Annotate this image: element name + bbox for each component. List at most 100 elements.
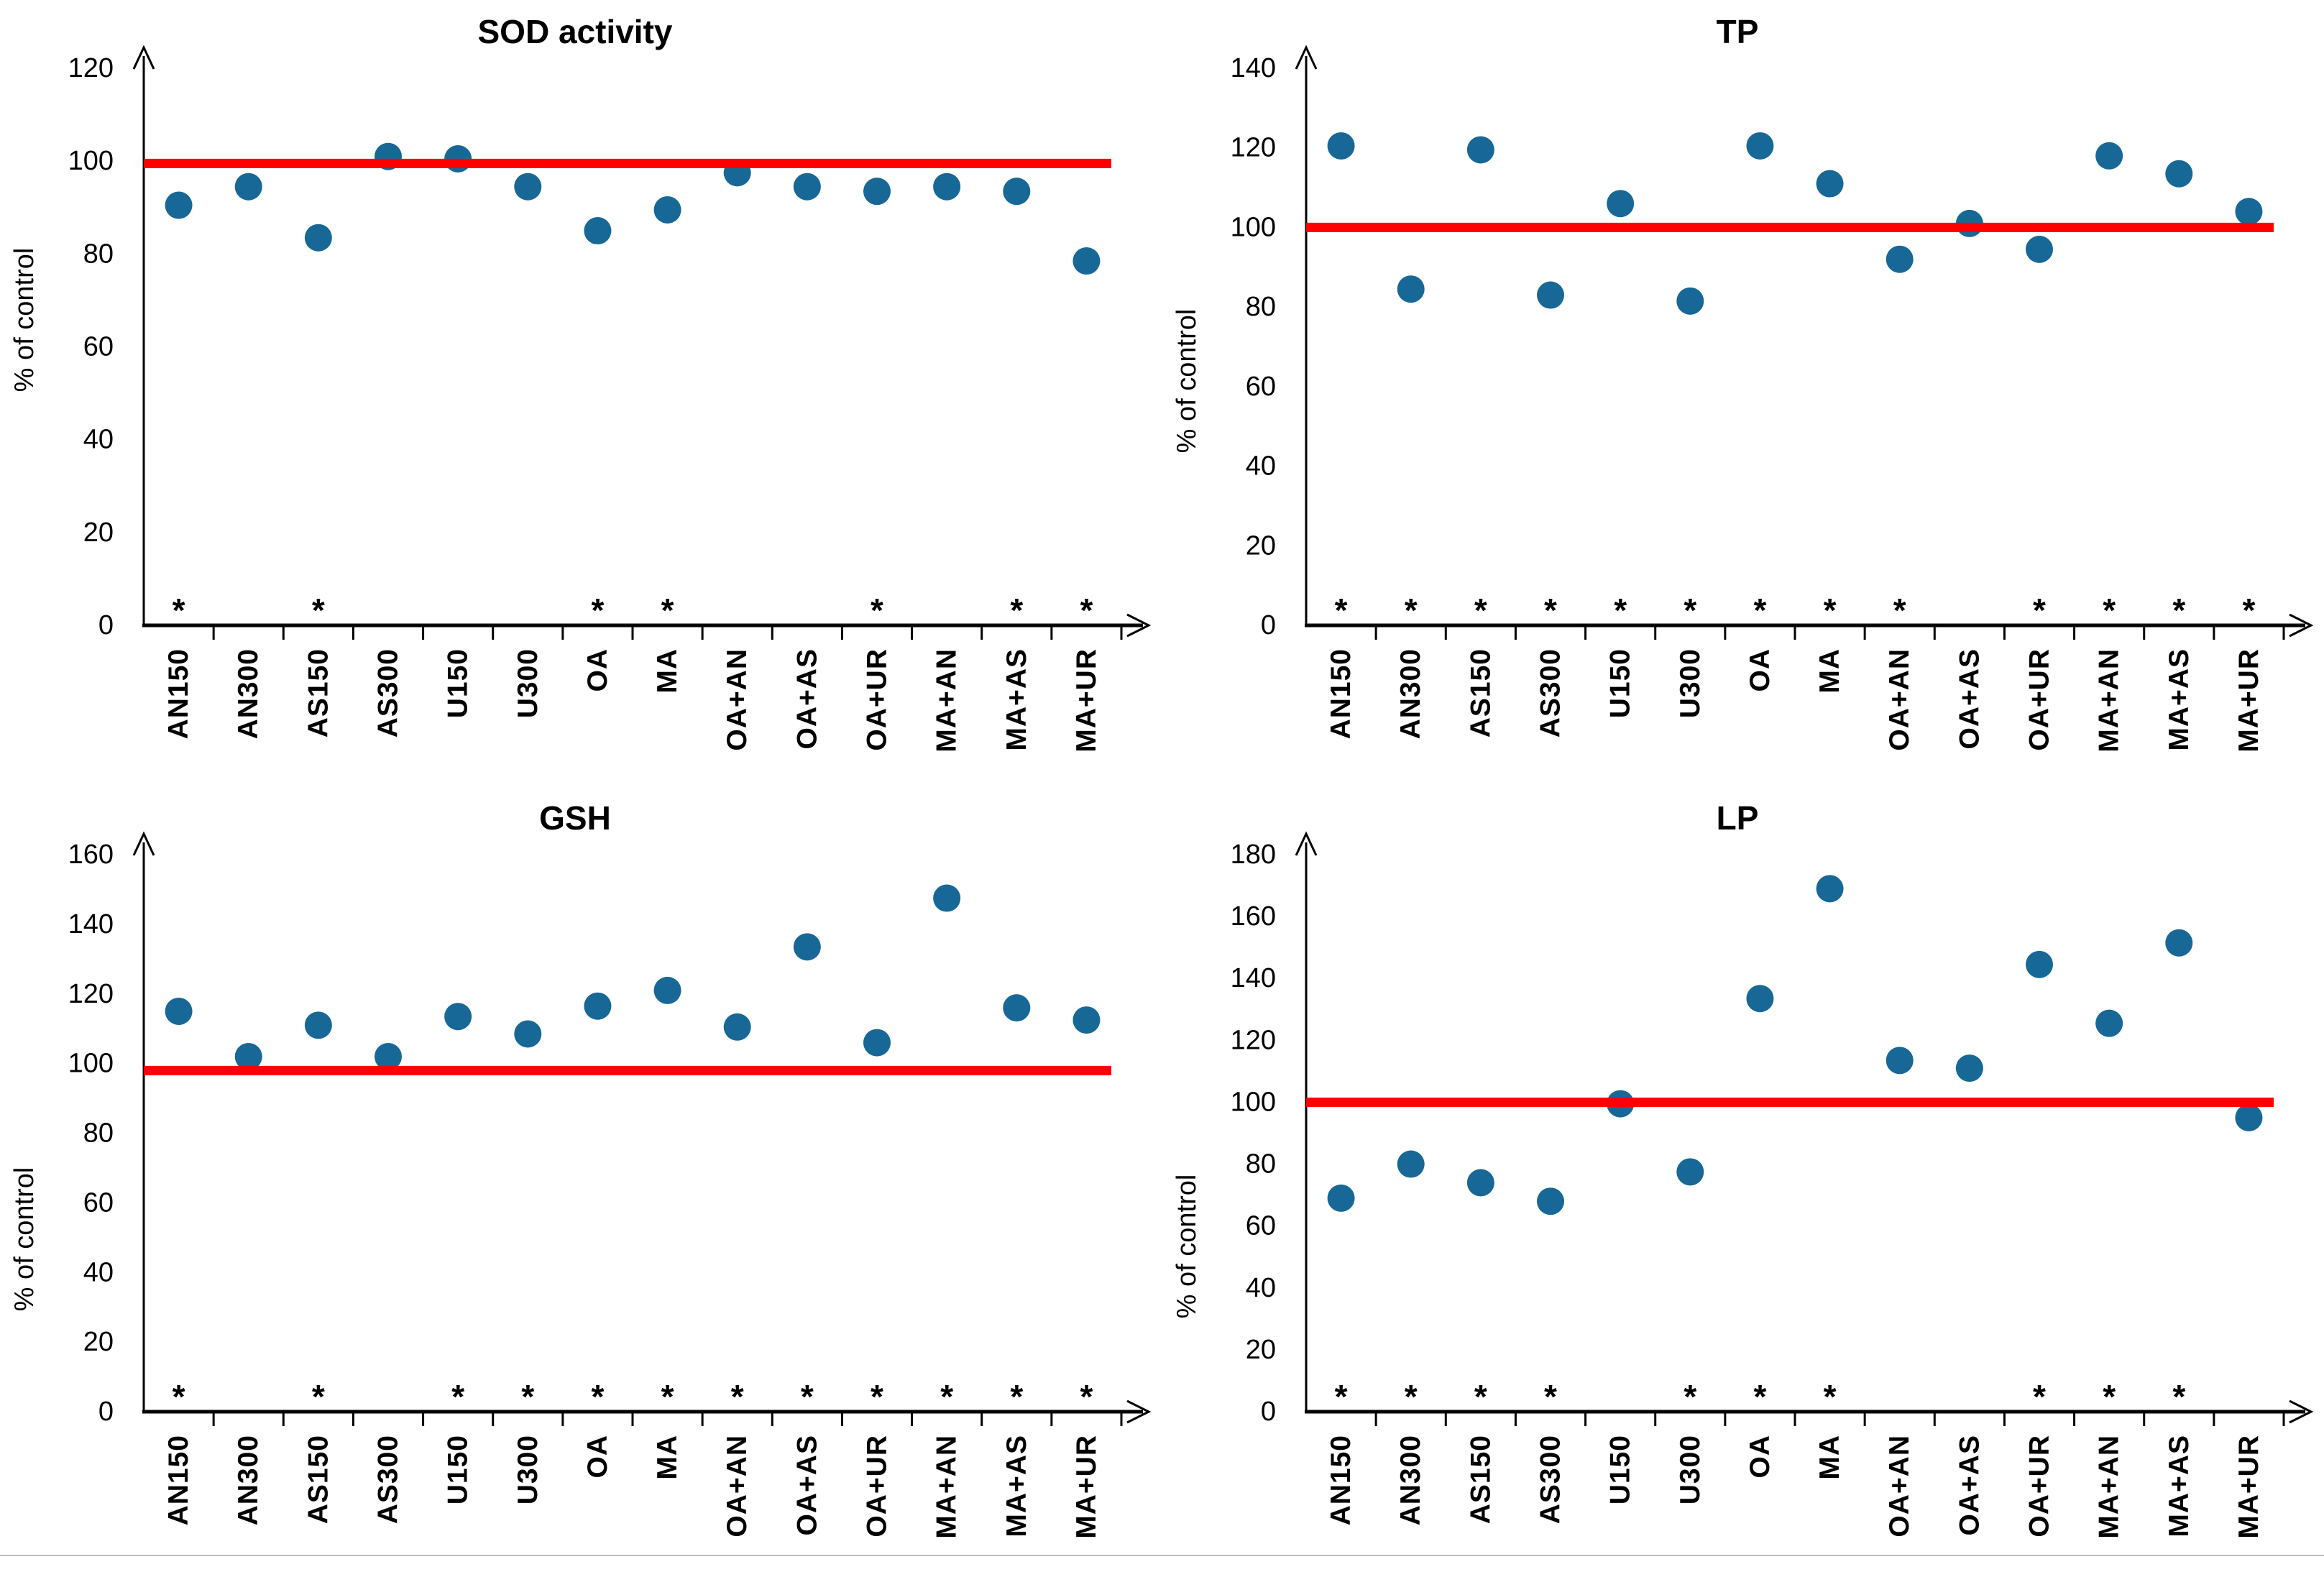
significance-asterisk: *: [2033, 1378, 2046, 1415]
x-category-label: AS150: [303, 648, 334, 737]
x-category-label: MA: [1814, 648, 1845, 694]
y-tick-label: 20: [1246, 530, 1276, 561]
x-category-label: OA+AS: [1954, 648, 1985, 749]
y-axis-arrow-icon: [132, 831, 155, 856]
panel-lp: LP % of control 0 20 40 60 80 100 120 140 160 180 AN…: [1162, 786, 2324, 1572]
y-axis-title: % of control: [9, 248, 40, 392]
y-tick-label: 80: [83, 239, 114, 269]
significance-asterisk: *: [1474, 592, 1487, 629]
y-tick-label: 80: [1246, 1149, 1276, 1180]
y-tick-label: 80: [1246, 292, 1276, 322]
data-point-AS300: [1537, 1187, 1564, 1215]
data-point-U300: [514, 173, 542, 201]
x-axis-arrow-icon: [2289, 613, 2314, 638]
significance-asterisk: *: [1080, 592, 1093, 629]
significance-asterisk: *: [1544, 592, 1557, 629]
x-category-label: OA: [1745, 648, 1776, 692]
data-point-MA: [653, 196, 681, 224]
panel-tp: TP % of control 0 20 40 60 80 100 120 140 AN150 AN3…: [1162, 0, 2324, 786]
x-category-label: AN300: [1395, 648, 1426, 739]
panel-sod-activity: SOD activity % of control 0 20 40 60 80 100 120 A…: [0, 0, 1162, 786]
x-category-label: MA: [652, 648, 683, 694]
data-point-MA+AS: [1003, 178, 1031, 206]
x-category-label: MA: [652, 1435, 683, 1480]
data-point-MA: [653, 976, 681, 1004]
significance-asterisk: *: [940, 1378, 953, 1415]
significance-asterisk: *: [173, 592, 185, 629]
significance-asterisk: *: [1684, 592, 1696, 629]
y-tick-label: 120: [68, 979, 114, 1009]
data-point-AS150: [304, 1011, 332, 1039]
data-point-AS150: [1466, 1169, 1494, 1197]
y-axis-title: % of control: [1172, 309, 1202, 454]
gsh-chart: GSH % of control 0 20 40 60 80 100 120 140 160 AN15…: [9, 799, 1152, 1539]
data-point-U150: [1607, 190, 1635, 218]
y-tick-label: 20: [1246, 1335, 1276, 1365]
data-point-AN150: [165, 997, 193, 1025]
x-category-label: OA+UR: [2024, 648, 2055, 751]
y-tick-label: 140: [68, 909, 114, 939]
significance-asterisk: *: [1405, 1378, 1418, 1415]
y-tick-label: 0: [98, 1397, 114, 1427]
significance-asterisk: *: [2172, 1378, 2185, 1415]
significance-asterisk: *: [1824, 1378, 1837, 1415]
y-tick-label: 100: [68, 1049, 114, 1079]
x-category-label: AS300: [373, 648, 404, 737]
data-point-AN150: [165, 191, 193, 219]
x-category-label: MA+AS: [1001, 1435, 1032, 1537]
y-tick-label: 60: [1246, 372, 1276, 402]
significance-asterisk: *: [1684, 1378, 1696, 1415]
x-category-label: MA+UR: [1071, 1435, 1102, 1539]
y-tick-label: 160: [1231, 901, 1276, 932]
significance-asterisk: *: [1010, 592, 1023, 629]
significance-asterisk: *: [1335, 1378, 1348, 1415]
data-point-OA+AS: [1955, 1054, 1983, 1083]
panel-gsh: GSH % of control 0 20 40 60 80 100 120 140 160 AN15…: [0, 786, 1162, 1572]
y-tick-label: 180: [1231, 840, 1276, 870]
y-tick-label: 120: [68, 53, 114, 83]
data-point-MA: [1816, 875, 1844, 903]
significance-asterisk: *: [1405, 592, 1418, 629]
y-tick-label: 20: [83, 518, 114, 548]
y-tick-label: 0: [98, 610, 114, 640]
data-point-OA: [1746, 132, 1774, 160]
data-point-MA+AN: [933, 884, 961, 912]
significance-asterisk: *: [1824, 592, 1837, 629]
data-point-OA: [1746, 985, 1774, 1013]
x-category-label: AS150: [303, 1435, 334, 1524]
data-point-OA+UR: [863, 1029, 891, 1057]
data-point-MA+AS: [2165, 160, 2193, 188]
significance-asterisk: *: [173, 1378, 185, 1415]
chart-title: LP: [1717, 799, 1759, 837]
x-category-label: AS150: [1465, 1435, 1496, 1524]
x-category-label: OA+AS: [791, 1435, 822, 1535]
data-point-AN150: [1327, 132, 1355, 160]
significance-asterisk: *: [2242, 592, 2255, 629]
chart-title: SOD activity: [478, 13, 673, 50]
tp-chart: TP % of control 0 20 40 60 80 100 120 140 AN150 AN3…: [1172, 13, 2314, 753]
y-tick-label: 80: [83, 1118, 114, 1149]
x-category-label: U150: [443, 1435, 474, 1504]
data-point-U300: [514, 1020, 542, 1048]
x-category-label: AN150: [163, 1435, 194, 1525]
y-tick-label: 0: [1261, 1397, 1276, 1427]
y-tick-label: 20: [83, 1327, 114, 1357]
data-point-MA+UR: [2235, 198, 2263, 226]
significance-asterisk: *: [731, 1378, 744, 1415]
data-point-OA: [584, 217, 612, 245]
significance-asterisk: *: [521, 1378, 534, 1415]
data-point-AN150: [1327, 1184, 1355, 1212]
x-category-label: U300: [1675, 1435, 1706, 1504]
y-tick-label: 60: [83, 1187, 114, 1218]
x-category-label: OA+AN: [1884, 648, 1915, 751]
significance-asterisk: *: [1010, 1378, 1023, 1415]
significance-asterisk: *: [801, 1378, 814, 1415]
x-category-label: AS150: [1465, 648, 1496, 737]
data-point-OA+AS: [793, 173, 821, 201]
y-tick-label: 160: [68, 840, 114, 870]
x-category-label: AN300: [1395, 1435, 1426, 1525]
data-point-OA+AN: [1886, 245, 1914, 273]
y-tick-label: 40: [83, 425, 114, 455]
significance-asterisk: *: [2172, 592, 2185, 629]
y-tick-label: 120: [1231, 1025, 1276, 1055]
